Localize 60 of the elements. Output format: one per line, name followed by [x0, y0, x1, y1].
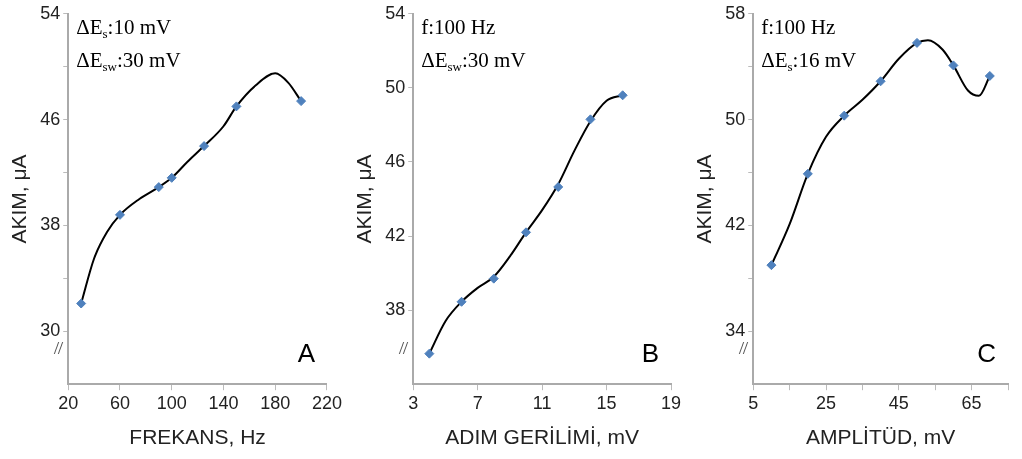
- point: [875, 76, 886, 87]
- x-axis-title: AMPLİTÜD, mV: [805, 425, 956, 449]
- x-tick-label: 65: [961, 392, 982, 413]
- x-tick-label: 11: [532, 392, 552, 413]
- point: [424, 348, 435, 359]
- x-tick-label: 15: [596, 392, 617, 413]
- y-tick-label: 50: [725, 108, 746, 129]
- y-tick-label: 38: [40, 214, 61, 235]
- point: [199, 141, 210, 152]
- annotation: f:100 Hz: [421, 14, 496, 39]
- x-tick-label: 220: [311, 392, 343, 413]
- point: [617, 90, 628, 101]
- annotation: f:100 Hz: [761, 14, 836, 39]
- point: [76, 298, 87, 309]
- annotation: B: [641, 338, 659, 369]
- y-axis-title: AKIM, μA: [352, 154, 376, 244]
- x-axis-title: ADIM GERİLİMİ, mV: [445, 425, 639, 449]
- y-tick-label: 38: [385, 299, 406, 320]
- point: [231, 101, 242, 112]
- point: [456, 296, 467, 307]
- y-tick-label: 58: [725, 2, 746, 23]
- point: [839, 110, 850, 121]
- annotation: C: [977, 338, 996, 369]
- x-tick-label: 19: [660, 392, 682, 413]
- point: [802, 168, 813, 179]
- point: [488, 273, 499, 284]
- point: [585, 114, 596, 125]
- y-tick-label: 42: [385, 225, 406, 246]
- y-tick-label: 30: [40, 320, 61, 341]
- x-tick-label: 25: [816, 392, 837, 413]
- y-tick-label: 46: [40, 108, 61, 129]
- annotation: A: [297, 338, 316, 369]
- y-tick-label: 50: [385, 76, 406, 97]
- x-tick-label: 7: [472, 392, 483, 413]
- y-tick-label: 34: [725, 320, 746, 341]
- point: [912, 37, 923, 48]
- x-tick-label: 180: [260, 392, 291, 413]
- x-tick-label: 5: [748, 392, 759, 413]
- point: [766, 260, 777, 271]
- x-tick-label: 60: [109, 392, 130, 413]
- y-tick-label: 42: [725, 214, 746, 235]
- x-tick-label: 100: [156, 392, 187, 413]
- point: [114, 209, 125, 220]
- point: [948, 60, 959, 71]
- x-tick-label: 20: [58, 392, 79, 413]
- y-tick-label: 46: [385, 150, 406, 171]
- point: [521, 227, 531, 238]
- point: [296, 96, 307, 107]
- x-tick-label: 3: [408, 392, 419, 413]
- y-tick-label: 54: [385, 2, 406, 23]
- y-axis-title: AKIM, μA: [7, 154, 31, 244]
- x-tick-label: 140: [208, 392, 239, 413]
- point: [553, 181, 564, 192]
- point: [166, 172, 177, 183]
- x-axis-title: FREKANS, Hz: [129, 425, 266, 449]
- y-tick-label: 54: [40, 2, 61, 23]
- point: [984, 70, 995, 81]
- y-axis-title: AKIM, μA: [692, 154, 716, 244]
- x-tick-label: 45: [888, 392, 909, 413]
- point: [153, 182, 164, 193]
